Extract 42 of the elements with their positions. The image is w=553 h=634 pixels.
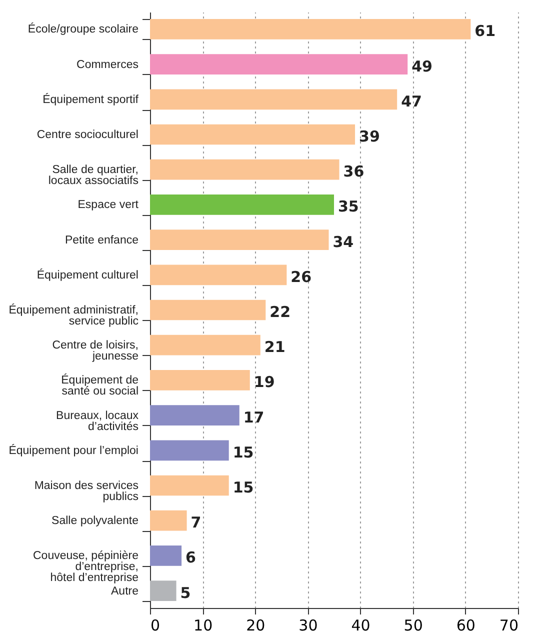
- x-tick-label: 30: [298, 616, 318, 634]
- y-tick-label: Bureaux, locaux d’activités: [56, 410, 139, 433]
- y-tick-label: Équipement de santé ou social: [61, 374, 138, 398]
- data-label: 39: [359, 128, 380, 146]
- data-label: 7: [190, 514, 202, 532]
- x-tick-label: 10: [194, 616, 213, 634]
- data-label: 17: [243, 408, 264, 426]
- x-tick-label: 70: [499, 616, 518, 634]
- y-tick-label: Centre socioculturel: [36, 129, 138, 141]
- data-label: 22: [270, 303, 291, 321]
- x-tick-label: 40: [351, 616, 370, 634]
- data-label: 6: [186, 548, 196, 567]
- data-label: 5: [180, 584, 191, 602]
- y-tick-label: Salle polyvalente: [52, 515, 138, 528]
- data-label: 26: [290, 268, 312, 286]
- data-label: 35: [338, 198, 359, 216]
- x-tick-label: 60: [456, 616, 476, 634]
- y-tick-label: Équipement pour l’emploi: [8, 444, 138, 457]
- x-tick-label: 50: [404, 616, 423, 634]
- data-label: 19: [254, 373, 275, 392]
- data-label: 15: [232, 478, 254, 496]
- y-tick-label: Couveuse, pépinière d’entreprise, hôtel d’entreprise: [33, 550, 138, 584]
- y-tick-label: Centre de loisirs, jeunesse: [52, 340, 138, 363]
- y-tick-label: Salle de quartier, locaux associatifs: [48, 164, 139, 188]
- y-tick-label: Espace vert: [78, 199, 140, 212]
- data-label: 47: [401, 92, 422, 110]
- y-tick-label: Équipement sportif: [42, 92, 140, 106]
- data-label: 15: [232, 443, 254, 462]
- y-tick-label: Petite enfance: [64, 234, 138, 246]
- x-tick-label: 20: [246, 616, 266, 634]
- data-label: 49: [412, 57, 432, 76]
- y-tick-label: Autre: [111, 585, 138, 598]
- data-label: 61: [474, 22, 496, 40]
- x-tick-label: 0: [150, 616, 160, 634]
- y-tick-label: École/groupe scolaire: [28, 22, 138, 36]
- data-label: 36: [343, 162, 364, 181]
- data-label: 34: [332, 232, 354, 251]
- y-tick-label: Commerces: [76, 58, 139, 71]
- data-label: 21: [264, 338, 286, 356]
- y-tick-label: Équipement culturel: [36, 268, 138, 282]
- y-tick-label: Maison des services publics: [34, 480, 139, 503]
- y-tick-label: Équipement administratif, service public: [8, 304, 139, 328]
